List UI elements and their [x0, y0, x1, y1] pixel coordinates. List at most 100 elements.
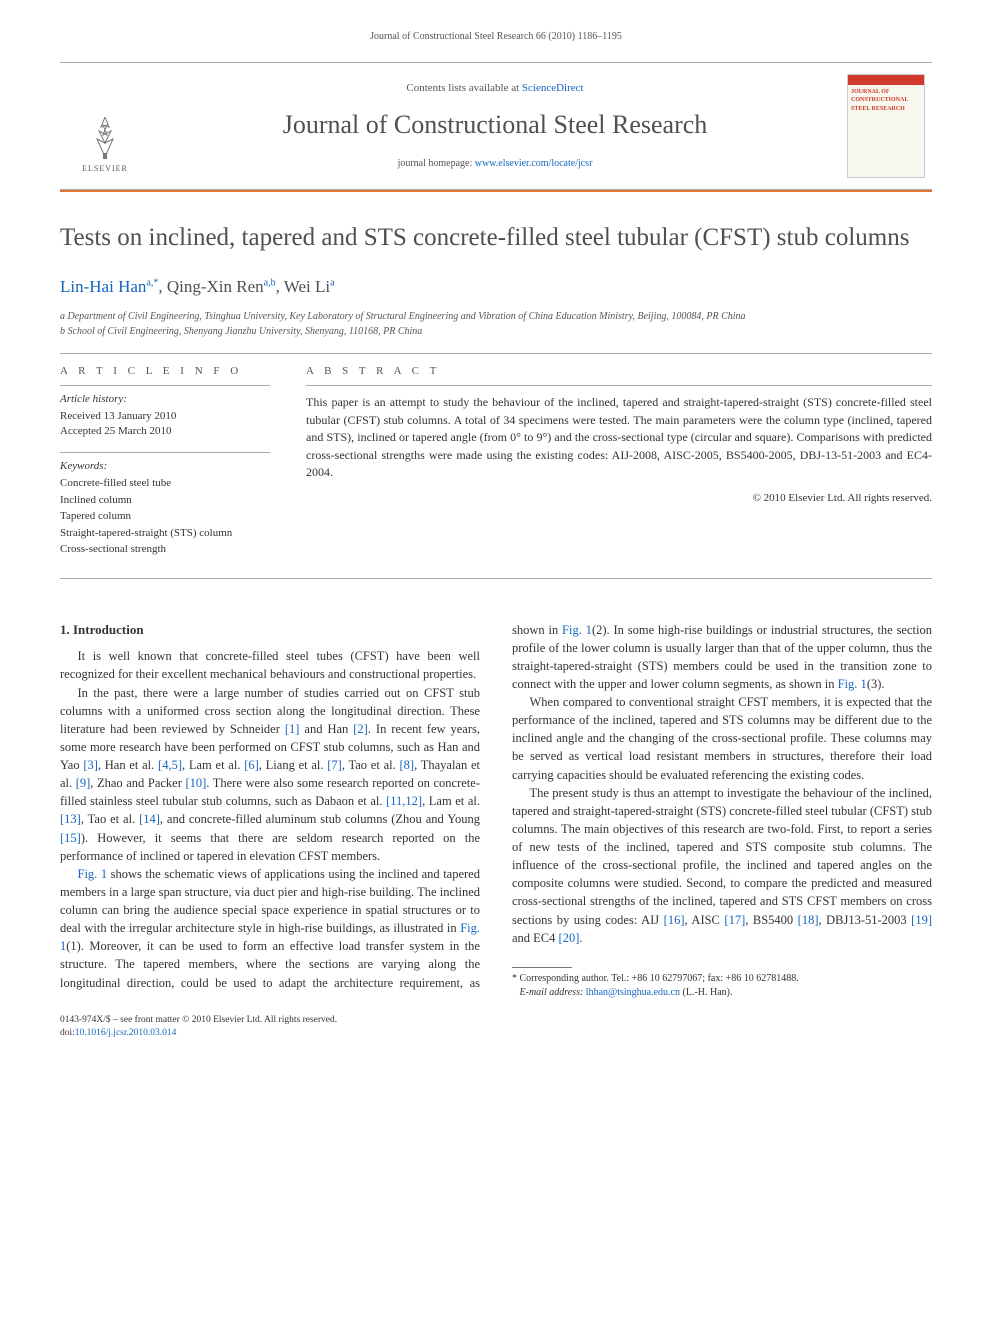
keyword: Cross-sectional strength — [60, 541, 270, 558]
body-text: (3). — [867, 677, 885, 691]
body-text: , and concrete-filled aluminum stub colu… — [160, 812, 480, 826]
article-history-block: Article history: Received 13 January 201… — [60, 385, 270, 439]
body-text: The present study is thus an attempt to … — [512, 786, 932, 927]
homepage-prefix: journal homepage: — [398, 158, 475, 169]
footnote-text: Corresponding author. Tel.: +86 10 62797… — [517, 973, 799, 984]
history-heading: Article history: — [60, 392, 270, 407]
body-paragraph: It is well known that concrete-filled st… — [60, 647, 480, 683]
cover-title: JOURNAL OF CONSTRUCTIONAL STEEL RESEARCH — [851, 88, 921, 113]
keyword: Straight-tapered-straight (STS) column — [60, 525, 270, 542]
info-abstract-row: A R T I C L E I N F O Article history: R… — [60, 364, 932, 569]
body-text: , Lam et al. — [182, 758, 244, 772]
citation-link[interactable]: [14] — [139, 812, 160, 826]
journal-name: Journal of Constructional Steel Research — [283, 107, 708, 143]
author-list: Lin-Hai Hana,*, Qing-Xin Rena,b, Wei Lia — [60, 275, 932, 299]
contents-available-line: Contents lists available at ScienceDirec… — [406, 81, 583, 96]
keywords-list: Concrete-filled steel tube Inclined colu… — [60, 475, 270, 558]
body-text: , Tao et al. — [81, 812, 139, 826]
citation-link[interactable]: [15] — [60, 831, 81, 845]
body-text: , AISC — [684, 913, 724, 927]
body-text: , Lam et al. — [422, 794, 480, 808]
citation-link[interactable]: [17] — [724, 913, 745, 927]
accepted-date: Accepted 25 March 2010 — [60, 424, 270, 439]
body-paragraph: In the past, there were a large number o… — [60, 684, 480, 865]
journal-masthead: ELSEVIER Contents lists available at Sci… — [60, 62, 932, 190]
article-body: 1. Introduction It is well known that co… — [60, 621, 932, 1000]
figure-link[interactable]: Fig. 1 — [838, 677, 867, 691]
sciencedirect-link[interactable]: ScienceDirect — [522, 82, 584, 94]
body-text: . — [579, 931, 582, 945]
article-info-column: A R T I C L E I N F O Article history: R… — [60, 364, 270, 569]
elsevier-tree-icon — [81, 113, 129, 161]
footnote-rule — [512, 967, 572, 968]
received-date: Received 13 January 2010 — [60, 409, 270, 424]
citation-link[interactable]: [11,12] — [386, 794, 422, 808]
citation-link[interactable]: [10] — [185, 776, 206, 790]
email-link[interactable]: lhhan@tsinghua.edu.cn — [586, 987, 680, 998]
affiliation-b: b School of Civil Engineering, Shenyang … — [60, 324, 932, 339]
affil-ref-a2[interactable]: a — [330, 278, 334, 289]
citation-link[interactable]: [1] — [285, 722, 300, 736]
keywords-block: Keywords: Concrete-filled steel tube Inc… — [60, 452, 270, 558]
email-suffix: (L.-H. Han). — [680, 987, 732, 998]
doi-line: doi:10.1016/j.jcsr.2010.03.014 — [60, 1027, 932, 1040]
email-label: E-mail address: — [520, 987, 584, 998]
elsevier-logo: ELSEVIER — [75, 109, 135, 179]
citation-link[interactable]: [13] — [60, 812, 81, 826]
article-title: Tests on inclined, tapered and STS concr… — [60, 222, 932, 253]
masthead-center: Contents lists available at ScienceDirec… — [150, 63, 840, 189]
figure-link[interactable]: Fig. 1 — [562, 623, 592, 637]
issn-copyright: 0143-974X/$ – see front matter © 2010 El… — [60, 1014, 932, 1027]
body-text: , Han et al. — [98, 758, 158, 772]
author-text: , Wei Li — [276, 277, 331, 296]
article-info-label: A R T I C L E I N F O — [60, 364, 270, 379]
abstract-column: A B S T R A C T This paper is an attempt… — [306, 364, 932, 569]
divider — [60, 353, 932, 354]
body-text: and Han — [299, 722, 353, 736]
citation-link[interactable]: [2] — [353, 722, 368, 736]
abstract-copyright: © 2010 Elsevier Ltd. All rights reserved… — [306, 491, 932, 506]
affil-ref-ab[interactable]: a,b — [264, 278, 276, 289]
body-text: and EC4 — [512, 931, 559, 945]
journal-homepage-link[interactable]: www.elsevier.com/locate/jcsr — [475, 158, 593, 169]
citation-link[interactable]: [3] — [83, 758, 98, 772]
citation-link[interactable]: [19] — [911, 913, 932, 927]
journal-cover-slot: JOURNAL OF CONSTRUCTIONAL STEEL RESEARCH — [840, 63, 932, 189]
citation-link[interactable]: [7] — [327, 758, 342, 772]
keywords-heading: Keywords: — [60, 459, 270, 474]
keyword: Concrete-filled steel tube — [60, 475, 270, 492]
keyword: Inclined column — [60, 492, 270, 509]
doi-prefix: doi: — [60, 1028, 75, 1038]
body-text: , Tao et al. — [342, 758, 400, 772]
citation-link[interactable]: [8] — [399, 758, 414, 772]
author-link-han[interactable]: Lin-Hai Han — [60, 277, 146, 296]
body-text: , BS5400 — [745, 913, 797, 927]
page-bottom-meta: 0143-974X/$ – see front matter © 2010 El… — [60, 1014, 932, 1041]
figure-link[interactable]: Fig. 1 — [78, 867, 108, 881]
citation-link[interactable]: [16] — [664, 913, 685, 927]
citation-link[interactable]: [9] — [76, 776, 91, 790]
publisher-logo-slot: ELSEVIER — [60, 63, 150, 189]
journal-homepage-line: journal homepage: www.elsevier.com/locat… — [398, 157, 593, 171]
abstract-text: This paper is an attempt to study the be… — [306, 385, 932, 481]
body-text: , DBJ13-51-2003 — [818, 913, 911, 927]
abstract-label: A B S T R A C T — [306, 364, 932, 379]
body-text: , Liang et al. — [259, 758, 327, 772]
footnote-block: * Corresponding author. Tel.: +86 10 627… — [512, 967, 932, 1000]
citation-link[interactable]: [4,5] — [158, 758, 182, 772]
citation-link[interactable]: [18] — [798, 913, 819, 927]
doi-link[interactable]: 10.1016/j.jcsr.2010.03.014 — [75, 1028, 177, 1038]
journal-cover-thumbnail: JOURNAL OF CONSTRUCTIONAL STEEL RESEARCH — [847, 74, 925, 178]
affiliation-a: a Department of Civil Engineering, Tsing… — [60, 309, 932, 324]
corresponding-author-footnote: * Corresponding author. Tel.: +86 10 627… — [512, 972, 932, 1000]
body-text: , Zhao and Packer — [90, 776, 185, 790]
divider — [60, 578, 932, 579]
elsevier-tag: ELSEVIER — [82, 163, 128, 174]
masthead-rule — [60, 190, 932, 192]
running-head: Journal of Constructional Steel Research… — [60, 30, 932, 44]
affiliations: a Department of Civil Engineering, Tsing… — [60, 309, 932, 339]
citation-link[interactable]: [20] — [559, 931, 580, 945]
citation-link[interactable]: [6] — [244, 758, 259, 772]
section-heading-intro: 1. Introduction — [60, 621, 480, 640]
body-text: ). However, it seems that there are seld… — [60, 831, 480, 863]
